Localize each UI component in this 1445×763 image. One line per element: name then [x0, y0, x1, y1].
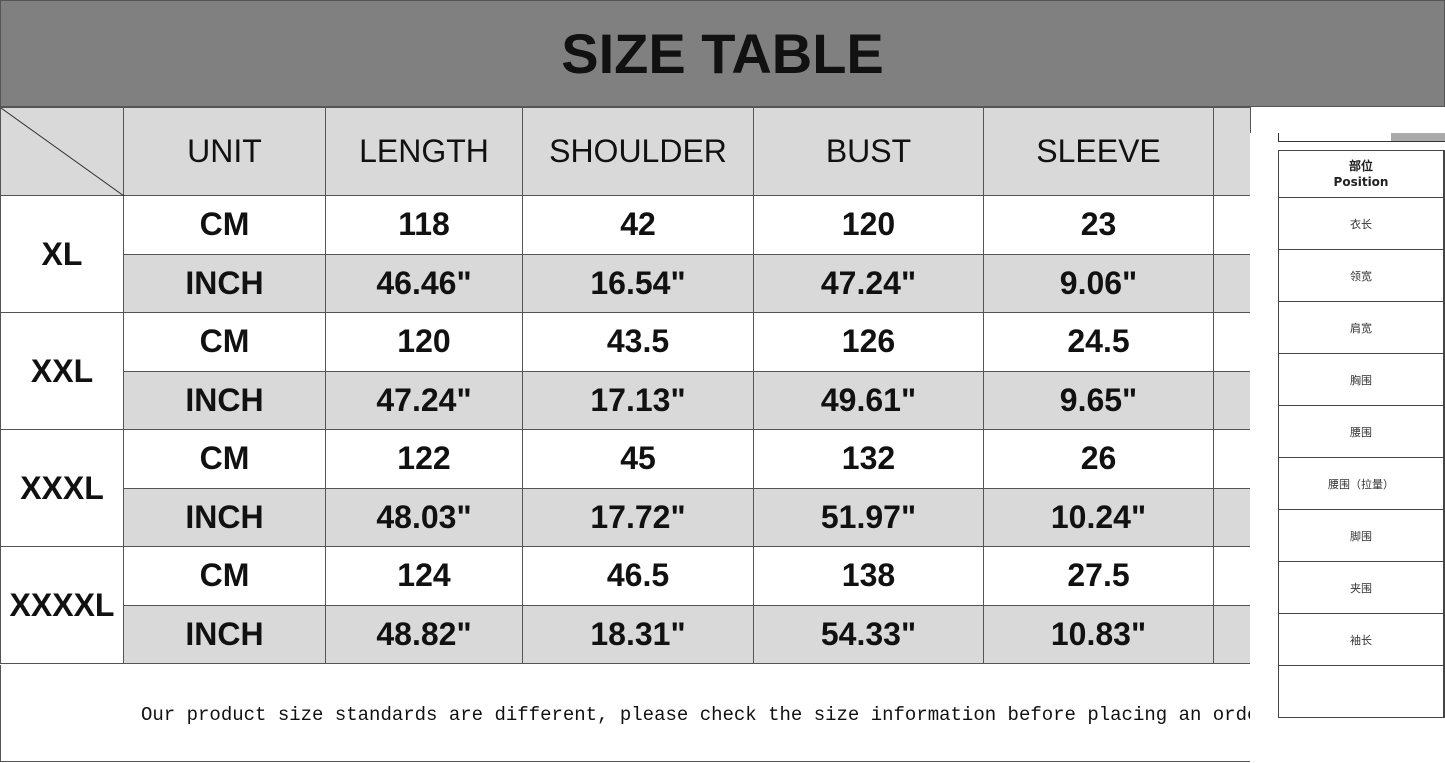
value-cell: 26 — [983, 429, 1214, 489]
value-cell: 51.97" — [753, 487, 984, 547]
position-row: 腰围 — [1278, 405, 1445, 458]
column-header: BUST — [753, 107, 984, 196]
value-cell: 10.24" — [983, 487, 1214, 547]
size-label: XXXXL — [0, 546, 124, 664]
position-row: 肩宽 — [1278, 301, 1445, 354]
overlay-top-strip — [1278, 133, 1445, 142]
value-cell: 24.5 — [983, 312, 1214, 372]
cut-cell — [1213, 604, 1251, 664]
position-row: 腰围（拉量） — [1278, 457, 1445, 510]
value-cell: 23 — [983, 195, 1214, 255]
cut-cell — [1213, 253, 1251, 313]
unit-cell: CM — [123, 312, 326, 372]
column-header: UNIT — [123, 107, 326, 196]
size-label: XXL — [0, 312, 124, 430]
table-row: INCH 48.03" 17.72" 51.97" 10.24" — [1, 487, 1251, 547]
value-cell: 9.06" — [983, 253, 1214, 313]
value-cell: 48.82" — [325, 604, 523, 664]
cut-cell — [1213, 429, 1251, 489]
size-note: Our product size standards are different… — [141, 704, 1250, 726]
table-row: INCH 46.46" 16.54" 47.24" 9.06" — [1, 253, 1251, 313]
value-cell: 118 — [325, 195, 523, 255]
value-cell: 17.72" — [522, 487, 754, 547]
table-row: INCH 47.24" 17.13" 49.61" 9.65" — [1, 370, 1251, 430]
table-frame — [0, 665, 1250, 762]
position-header-cn: 部位 — [1348, 159, 1373, 173]
unit-cell: CM — [123, 546, 326, 606]
header-row: UNIT LENGTH SHOULDER BUST SLEEVE — [0, 107, 1251, 196]
position-row: 夹围 — [1278, 561, 1445, 614]
diagonal-line — [1, 108, 124, 196]
value-cell: 46.5 — [522, 546, 754, 606]
value-cell: 132 — [753, 429, 984, 489]
cut-cell — [1213, 195, 1251, 255]
unit-cell: CM — [123, 429, 326, 489]
value-cell: 47.24" — [753, 253, 984, 313]
value-cell: 124 — [325, 546, 523, 606]
value-cell: 45 — [522, 429, 754, 489]
value-cell: 120 — [753, 195, 984, 255]
cut-cell — [1213, 312, 1251, 372]
column-header: SHOULDER — [522, 107, 754, 196]
position-header: 部位 Position — [1278, 150, 1445, 198]
position-row: 衣长 — [1278, 197, 1445, 250]
value-cell: 47.24" — [325, 370, 523, 430]
corner-cell — [0, 107, 124, 196]
table-row: XL CM 118 42 120 23 — [0, 195, 1251, 313]
page-title: SIZE TABLE — [0, 0, 1445, 107]
value-cell: 9.65" — [983, 370, 1214, 430]
value-cell: 122 — [325, 429, 523, 489]
unit-cell: INCH — [123, 253, 326, 313]
value-cell: 126 — [753, 312, 984, 372]
size-label: XXXL — [0, 429, 124, 547]
value-cell: 16.54" — [522, 253, 754, 313]
table-row: XXXXL CM 124 46.5 138 27.5 — [0, 546, 1251, 664]
position-overlay-panel: 部位 Position 衣长 领宽 肩宽 胸围 腰围 腰围（拉量） 脚围 夹围 袖长 — [1250, 133, 1445, 733]
value-cell: 27.5 — [983, 546, 1214, 606]
value-cell: 46.46" — [325, 253, 523, 313]
position-header-en: Position — [1333, 175, 1389, 189]
position-row — [1278, 665, 1445, 718]
position-row: 领宽 — [1278, 249, 1445, 302]
unit-cell: INCH — [123, 370, 326, 430]
unit-cell: CM — [123, 195, 326, 255]
position-table: 部位 Position 衣长 领宽 肩宽 胸围 腰围 腰围（拉量） 脚围 夹围 袖长 — [1278, 150, 1445, 718]
unit-cell: INCH — [123, 487, 326, 547]
value-cell: 43.5 — [522, 312, 754, 372]
value-cell: 48.03" — [325, 487, 523, 547]
unit-cell: INCH — [123, 604, 326, 664]
column-header-cut — [1213, 107, 1251, 196]
column-header: LENGTH — [325, 107, 523, 196]
value-cell: 17.13" — [522, 370, 754, 430]
position-row: 脚围 — [1278, 509, 1445, 562]
value-cell: 10.83" — [983, 604, 1214, 664]
size-label: XL — [0, 195, 124, 313]
cut-cell — [1213, 370, 1251, 430]
value-cell: 54.33" — [753, 604, 984, 664]
table-row: INCH 48.82" 18.31" 54.33" 10.83" — [1, 604, 1251, 664]
table-row: XXL CM 120 43.5 126 24.5 — [0, 312, 1251, 430]
value-cell: 42 — [522, 195, 754, 255]
position-row: 胸围 — [1278, 353, 1445, 406]
position-row: 袖长 — [1278, 613, 1445, 666]
size-table: UNIT LENGTH SHOULDER BUST SLEEVE XL CM 118 42 120… — [0, 107, 1251, 664]
cut-cell — [1213, 546, 1251, 606]
value-cell: 49.61" — [753, 370, 984, 430]
column-header: SLEEVE — [983, 107, 1214, 196]
value-cell: 138 — [753, 546, 984, 606]
table-row: XXXL CM 122 45 132 26 — [0, 429, 1251, 547]
value-cell: 18.31" — [522, 604, 754, 664]
value-cell: 120 — [325, 312, 523, 372]
cut-cell — [1213, 487, 1251, 547]
